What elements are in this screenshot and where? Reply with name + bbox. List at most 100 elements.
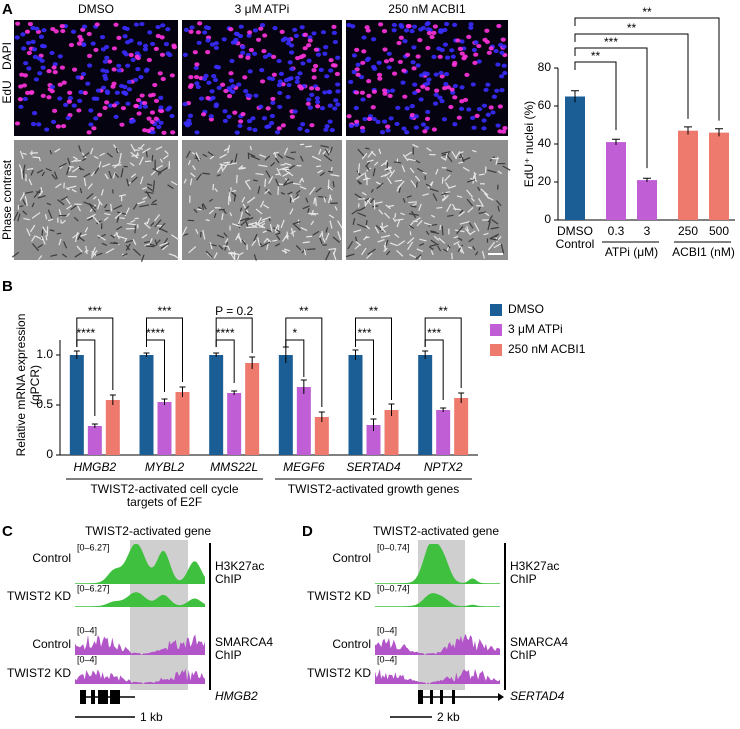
cell — [185, 150, 191, 159]
cell — [77, 232, 82, 241]
bar — [227, 393, 242, 455]
edu-label: EdU — [0, 80, 14, 103]
nucleus — [327, 119, 333, 124]
nucleus — [495, 123, 501, 128]
nucleus — [351, 69, 357, 75]
nucleus — [32, 54, 38, 59]
cell — [228, 192, 232, 202]
significance-label: **** — [76, 326, 95, 340]
nucleus — [91, 126, 97, 131]
nucleus — [67, 96, 74, 101]
nucleus — [26, 66, 32, 71]
phase-image — [182, 140, 342, 260]
cell — [130, 151, 139, 159]
cell — [459, 209, 464, 214]
cell — [49, 150, 53, 155]
bar — [606, 142, 626, 220]
nucleus — [88, 122, 94, 127]
cell — [73, 216, 79, 222]
cell — [212, 183, 215, 191]
dapi-label: DAPI — [0, 42, 14, 70]
cell — [378, 209, 384, 215]
cell — [396, 183, 402, 192]
cell — [190, 172, 196, 178]
nucleus — [100, 68, 106, 73]
significance-label: *** — [604, 35, 618, 49]
cell — [286, 231, 289, 240]
nucleus — [360, 128, 366, 134]
cell — [378, 148, 382, 155]
cell — [419, 255, 421, 262]
cell — [491, 219, 499, 225]
nucleus — [163, 42, 170, 47]
cell — [439, 224, 442, 231]
nucleus — [86, 130, 92, 135]
cell — [385, 239, 389, 246]
cell — [244, 180, 252, 190]
cell — [49, 229, 55, 232]
cell — [194, 154, 200, 162]
nucleus — [488, 105, 494, 110]
cell — [18, 164, 23, 172]
nucleus — [443, 81, 449, 87]
cell — [70, 205, 77, 211]
cell — [83, 172, 91, 178]
cell — [26, 167, 34, 171]
cell — [307, 248, 316, 251]
nucleus — [328, 58, 334, 63]
nucleus — [496, 23, 502, 29]
signal-track — [75, 634, 205, 655]
cell — [459, 245, 465, 254]
cell — [392, 217, 396, 223]
nucleus — [39, 43, 46, 49]
nucleus — [60, 28, 66, 34]
nucleus — [262, 54, 269, 59]
cell — [23, 217, 31, 221]
legend-swatch — [490, 304, 502, 316]
cell — [156, 164, 163, 170]
nucleus — [323, 127, 329, 132]
error-bar — [300, 379, 307, 394]
cell — [410, 205, 417, 208]
nucleus — [493, 48, 499, 54]
nucleus — [315, 52, 322, 57]
nucleus — [193, 74, 200, 80]
cell — [373, 161, 379, 166]
cell — [222, 162, 229, 171]
nucleus — [133, 103, 139, 109]
nucleus — [142, 100, 148, 106]
cell — [409, 253, 417, 259]
cell — [472, 245, 476, 251]
panel-label: A — [2, 1, 13, 18]
nucleus — [353, 90, 360, 95]
nucleus — [483, 87, 489, 92]
nucleus — [171, 43, 177, 48]
nucleus — [383, 59, 390, 64]
nucleus — [49, 89, 55, 94]
cell — [416, 220, 423, 227]
nucleus — [159, 52, 166, 57]
cell — [162, 154, 169, 160]
cell — [487, 220, 491, 231]
cell — [240, 211, 243, 218]
nucleus — [307, 35, 313, 40]
cell — [469, 230, 476, 235]
nucleus — [359, 90, 366, 95]
nucleus — [502, 70, 508, 76]
error-bar — [161, 398, 168, 405]
nucleus — [307, 38, 313, 43]
nucleus — [411, 66, 417, 71]
cell — [295, 245, 302, 251]
cell — [365, 220, 368, 226]
cell — [216, 234, 225, 239]
nucleus — [307, 105, 313, 110]
bar — [139, 355, 154, 455]
x-tick-label: 500 — [709, 224, 729, 238]
nucleus — [424, 86, 430, 91]
nucleus — [70, 29, 77, 34]
nucleus — [404, 130, 410, 135]
nucleus — [111, 103, 118, 108]
x-tick-label: DMSO — [557, 224, 593, 238]
nucleus — [142, 128, 148, 133]
nucleus — [229, 58, 235, 64]
